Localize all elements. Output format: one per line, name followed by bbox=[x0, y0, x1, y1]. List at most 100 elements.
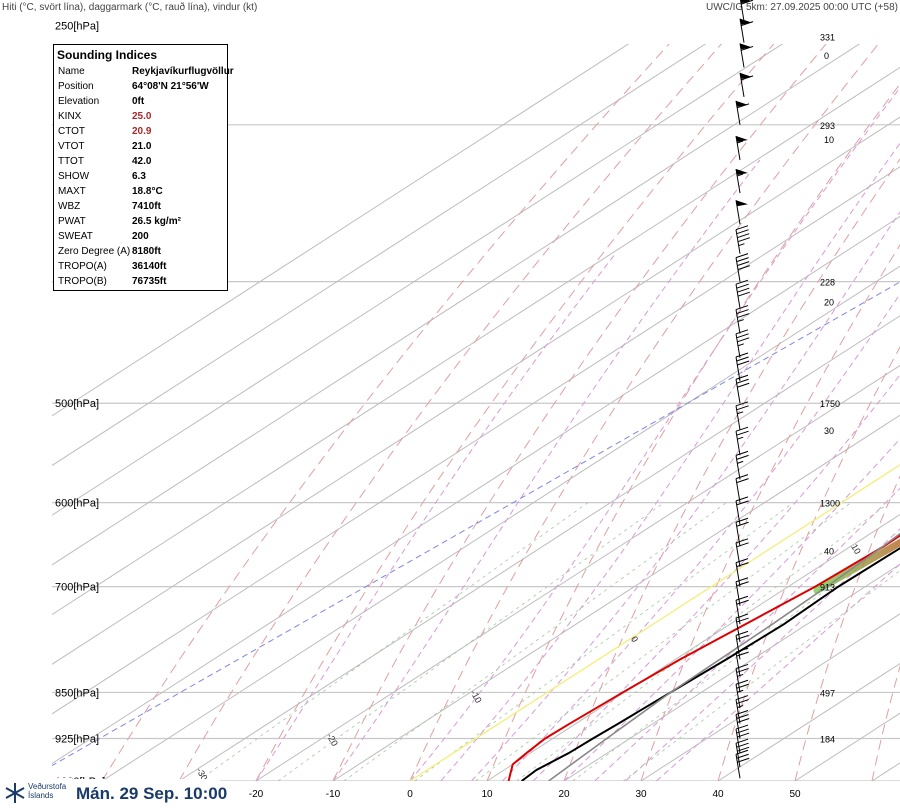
wind-barb-flag bbox=[736, 599, 749, 605]
temperature-tick: 10 bbox=[481, 789, 493, 800]
wind-barb bbox=[735, 496, 749, 525]
chart-legend-text: Hiti (°C, svört lína), daggarmark (°C, r… bbox=[2, 2, 258, 13]
series-line bbox=[521, 547, 900, 781]
indices-title: Sounding Indices bbox=[57, 48, 158, 62]
wind-barb-flag bbox=[737, 265, 750, 271]
dry-adiabat bbox=[332, 44, 827, 781]
isotherm-line bbox=[255, 364, 900, 781]
indices-row: CTOT 20.9 bbox=[54, 125, 227, 140]
indices-value: 20.9 bbox=[132, 126, 152, 137]
isotherm-label: 10 bbox=[849, 542, 863, 556]
wind-barb-flag bbox=[735, 352, 749, 358]
temperature-tick: -20 bbox=[249, 789, 264, 800]
wind-barb-flag bbox=[735, 577, 749, 583]
wind-barb-flag bbox=[740, 0, 754, 5]
right-temp-label: 20 bbox=[824, 298, 834, 308]
indices-value: 8180ft bbox=[132, 246, 161, 257]
moist-adiabat bbox=[409, 86, 900, 781]
wind-barb-flag bbox=[736, 356, 749, 362]
wind-barb-flag bbox=[737, 291, 750, 297]
mixing-ratio-line bbox=[414, 502, 794, 781]
wind-barb-flag bbox=[735, 374, 749, 380]
isotherm-line bbox=[409, 464, 900, 781]
indices-row: WBZ 7410ft bbox=[54, 200, 227, 215]
height-label: 293 bbox=[820, 121, 835, 131]
wind-barb bbox=[739, 43, 754, 68]
isotherm-line bbox=[640, 613, 900, 781]
indices-label: SHOW bbox=[58, 171, 90, 182]
indices-label: MAXT bbox=[58, 186, 86, 197]
temperature-tick: 40 bbox=[712, 789, 724, 800]
indices-label: Position bbox=[58, 81, 94, 92]
wind-barb bbox=[735, 253, 750, 282]
wind-barb-flag bbox=[736, 617, 749, 623]
indices-row: Name Reykjavíkurflugvöllur bbox=[54, 65, 234, 80]
zero-isotherm bbox=[409, 464, 900, 781]
wind-barb-flag bbox=[737, 237, 750, 243]
wind-barb-half bbox=[737, 460, 744, 464]
wind-barb-half bbox=[736, 173, 744, 177]
wind-barb bbox=[735, 426, 749, 456]
height-label: 1750 bbox=[820, 399, 840, 409]
wind-barb-flag bbox=[735, 450, 749, 456]
wind-barb bbox=[735, 225, 750, 254]
wind-barb-flag bbox=[736, 634, 749, 640]
wind-barb-flag bbox=[736, 405, 749, 411]
indices-value: 42.0 bbox=[132, 156, 152, 167]
wind-barb bbox=[735, 135, 748, 161]
wind-barb bbox=[739, 18, 754, 43]
wind-barb bbox=[735, 100, 750, 125]
indices-label: PWAT bbox=[58, 216, 86, 227]
wind-barb-flag bbox=[735, 663, 749, 669]
wind-barb-pennant bbox=[740, 0, 752, 4]
height-label: 1300 bbox=[820, 499, 840, 509]
dry-adiabat bbox=[640, 244, 900, 781]
dry-adiabat bbox=[717, 346, 900, 781]
wind-barb bbox=[735, 663, 749, 693]
wind-barb bbox=[735, 474, 749, 503]
right-temp-label: 30 bbox=[824, 426, 834, 436]
pressure-label: 600[hPa] bbox=[55, 498, 99, 510]
height-label: 913 bbox=[820, 583, 835, 593]
pressure-label: 250[hPa] bbox=[55, 20, 99, 32]
moist-adiabat bbox=[656, 563, 900, 781]
indices-label: VTOT bbox=[58, 141, 85, 152]
moist-adiabat bbox=[625, 528, 900, 781]
indices-value: 7410ft bbox=[132, 201, 161, 212]
temperature-tick: 20 bbox=[558, 789, 570, 800]
wind-barb-flag bbox=[735, 426, 749, 432]
wind-barb-flag bbox=[735, 538, 749, 544]
wind-barb-flag bbox=[736, 667, 749, 673]
indices-label: TTOT bbox=[58, 156, 84, 167]
isotherm-line bbox=[52, 116, 900, 665]
wind-barb-flag bbox=[735, 279, 749, 285]
isotherm-line bbox=[52, 215, 900, 765]
indices-value: Reykjavíkurflugvöllur bbox=[132, 66, 234, 77]
mixing-ratio-line bbox=[475, 502, 852, 781]
header-bar: Hiti (°C, svört lína), daggarmark (°C, r… bbox=[0, 0, 900, 16]
wind-barb-flag bbox=[736, 229, 749, 235]
isotherm-line bbox=[52, 44, 784, 516]
dry-adiabat bbox=[178, 44, 723, 781]
wind-barb-flag bbox=[736, 103, 750, 109]
dry-adiabat bbox=[255, 44, 775, 781]
snowflake-icon bbox=[5, 783, 25, 803]
wind-barb-flag bbox=[736, 542, 749, 548]
wind-barb-flag bbox=[736, 430, 749, 436]
isotherm-line bbox=[52, 44, 630, 417]
moist-adiabat bbox=[502, 293, 900, 781]
wind-barb bbox=[735, 517, 749, 547]
isotherm-line bbox=[52, 44, 707, 467]
height-label: 331 bbox=[820, 32, 835, 42]
isotherm-label: -20 bbox=[325, 732, 340, 748]
wind-barb-flag bbox=[736, 699, 749, 705]
wind-barb-flag bbox=[736, 257, 749, 263]
wind-barb-pennant bbox=[736, 169, 748, 176]
indices-row: TTOT 42.0 bbox=[54, 155, 227, 170]
moist-adiabat bbox=[594, 487, 900, 781]
model-run-info: UWC/IG 5km: 27.09.2025 00:00 UTC (+58) bbox=[705, 2, 898, 13]
wind-barb-flag bbox=[736, 521, 749, 527]
vedurstofa-logo: Veðurstofa Íslands bbox=[0, 778, 72, 808]
wind-barb-flag bbox=[735, 401, 749, 407]
indices-row: Zero Degree (A) 8180ft bbox=[54, 245, 227, 260]
